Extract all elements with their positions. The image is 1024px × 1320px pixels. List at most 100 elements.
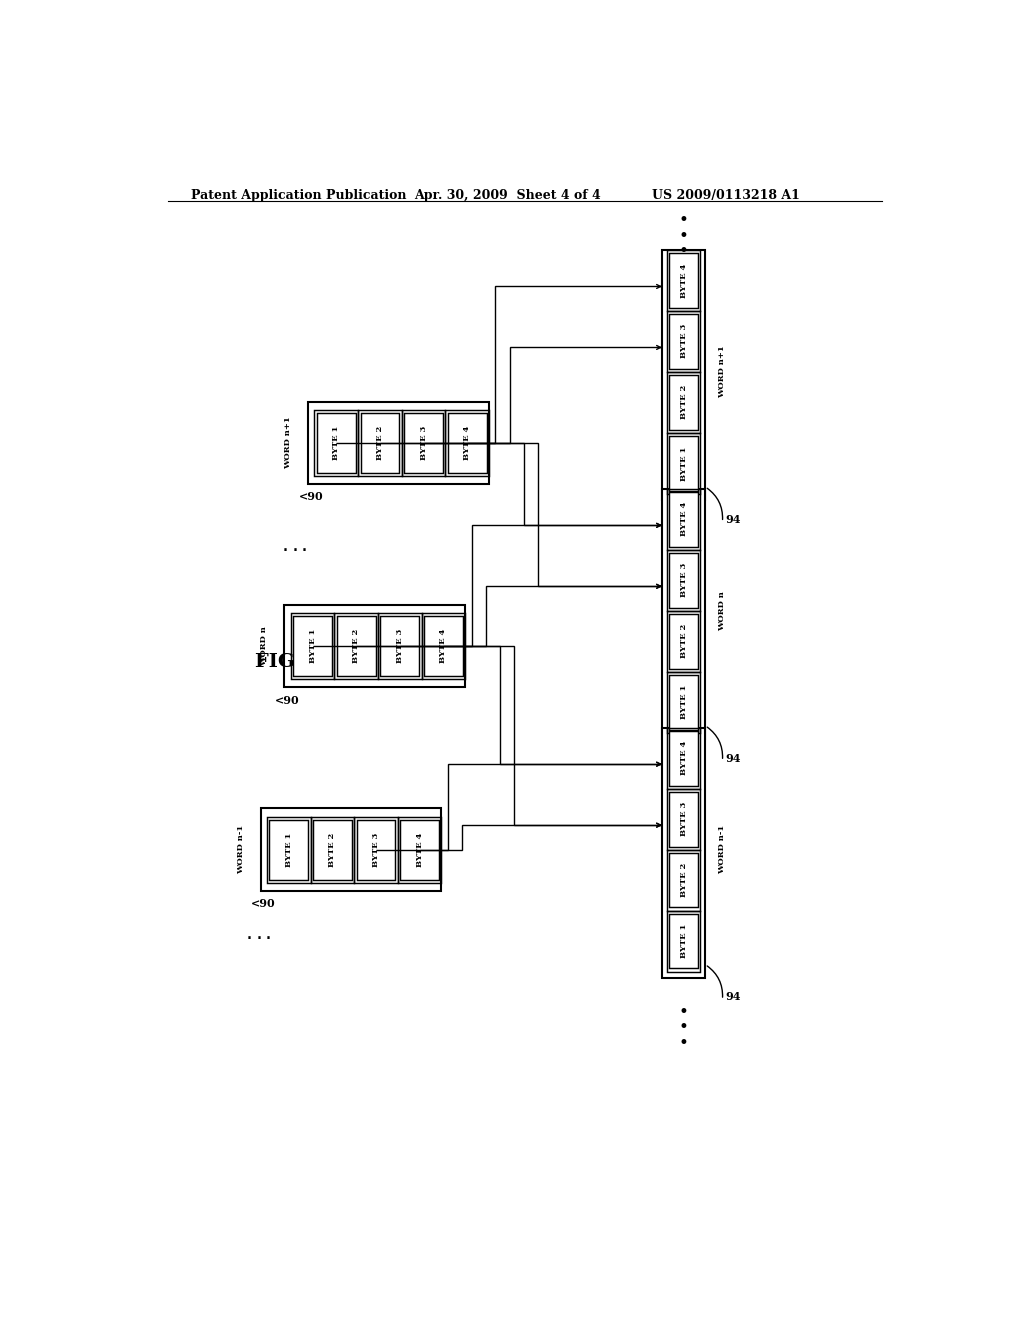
Text: WORD n: WORD n bbox=[260, 626, 268, 667]
Bar bbox=[667, 249, 700, 312]
Text: BYTE 1: BYTE 1 bbox=[333, 426, 340, 461]
Text: BYTE 2: BYTE 2 bbox=[680, 863, 687, 898]
Bar bbox=[285, 605, 465, 688]
Bar bbox=[667, 672, 700, 733]
Bar bbox=[670, 792, 697, 846]
Text: BYTE 2: BYTE 2 bbox=[329, 833, 336, 867]
Bar bbox=[308, 401, 489, 484]
Text: BYTE 4: BYTE 4 bbox=[680, 263, 687, 297]
Bar bbox=[356, 820, 395, 879]
Text: 94: 94 bbox=[726, 752, 741, 763]
Bar bbox=[313, 820, 352, 879]
Bar bbox=[293, 616, 332, 676]
Text: •: • bbox=[679, 1003, 688, 1022]
Bar bbox=[670, 614, 697, 669]
Text: .: . bbox=[265, 924, 272, 944]
Bar bbox=[663, 249, 705, 500]
Text: WORD n+1: WORD n+1 bbox=[285, 417, 292, 470]
Text: BYTE 1: BYTE 1 bbox=[680, 924, 687, 958]
Bar bbox=[267, 817, 310, 883]
Bar bbox=[667, 488, 700, 549]
Bar bbox=[670, 492, 697, 546]
Bar bbox=[667, 727, 700, 788]
Text: BYTE 4: BYTE 4 bbox=[416, 833, 424, 867]
Text: Apr. 30, 2009  Sheet 4 of 4: Apr. 30, 2009 Sheet 4 of 4 bbox=[414, 189, 600, 202]
Text: WORD n: WORD n bbox=[719, 591, 726, 631]
Bar bbox=[358, 411, 401, 477]
Text: BYTE 3: BYTE 3 bbox=[420, 426, 428, 461]
Bar bbox=[670, 375, 697, 430]
Text: BYTE 4: BYTE 4 bbox=[439, 630, 447, 664]
Text: BYTE 3: BYTE 3 bbox=[396, 630, 403, 664]
Bar bbox=[397, 817, 441, 883]
Text: .: . bbox=[282, 535, 289, 554]
Text: •: • bbox=[679, 242, 688, 260]
Bar bbox=[663, 488, 705, 739]
Text: BYTE 1: BYTE 1 bbox=[285, 833, 293, 867]
Text: BYTE 3: BYTE 3 bbox=[680, 803, 687, 836]
Text: •: • bbox=[679, 1034, 688, 1052]
Text: WORD n-1: WORD n-1 bbox=[719, 825, 726, 874]
Bar bbox=[667, 433, 700, 494]
Text: <90: <90 bbox=[251, 898, 275, 909]
Text: Patent Application Publication: Patent Application Publication bbox=[191, 189, 407, 202]
Bar bbox=[401, 411, 445, 477]
Bar bbox=[380, 616, 419, 676]
Bar bbox=[424, 616, 463, 676]
Bar bbox=[670, 553, 697, 607]
Bar bbox=[291, 614, 334, 680]
Bar bbox=[670, 253, 697, 308]
Text: BYTE 4: BYTE 4 bbox=[463, 426, 471, 461]
Bar bbox=[670, 675, 697, 730]
Bar bbox=[667, 788, 700, 850]
Bar bbox=[334, 614, 378, 680]
Bar bbox=[663, 727, 705, 978]
Text: BYTE 3: BYTE 3 bbox=[372, 833, 380, 867]
Text: FIG. 4: FIG. 4 bbox=[255, 652, 321, 671]
Bar bbox=[354, 817, 398, 883]
Text: BYTE 1: BYTE 1 bbox=[680, 685, 687, 719]
Bar bbox=[337, 616, 376, 676]
Text: WORD n-1: WORD n-1 bbox=[237, 825, 245, 874]
Text: BYTE 1: BYTE 1 bbox=[680, 446, 687, 480]
Text: .: . bbox=[291, 535, 298, 554]
Text: 94: 94 bbox=[726, 513, 741, 525]
Bar bbox=[670, 913, 697, 969]
Text: WORD n+1: WORD n+1 bbox=[719, 346, 726, 399]
Bar bbox=[667, 372, 700, 433]
Bar bbox=[445, 411, 489, 477]
Text: •: • bbox=[679, 211, 688, 230]
Text: 94: 94 bbox=[726, 991, 741, 1002]
Bar bbox=[400, 820, 439, 879]
Text: BYTE 4: BYTE 4 bbox=[680, 741, 687, 775]
Bar bbox=[667, 549, 700, 611]
Bar bbox=[667, 312, 700, 372]
Bar bbox=[269, 820, 308, 879]
Bar bbox=[378, 614, 422, 680]
Text: US 2009/0113218 A1: US 2009/0113218 A1 bbox=[652, 189, 800, 202]
Text: •: • bbox=[679, 227, 688, 244]
Bar bbox=[670, 314, 697, 368]
Bar bbox=[314, 411, 358, 477]
Text: BYTE 1: BYTE 1 bbox=[308, 630, 316, 664]
Text: BYTE 2: BYTE 2 bbox=[376, 426, 384, 461]
Text: BYTE 3: BYTE 3 bbox=[680, 325, 687, 359]
Text: BYTE 3: BYTE 3 bbox=[680, 564, 687, 598]
Text: BYTE 2: BYTE 2 bbox=[680, 385, 687, 420]
Bar bbox=[670, 853, 697, 907]
Text: .: . bbox=[301, 535, 307, 554]
Bar bbox=[260, 808, 441, 891]
Text: BYTE 4: BYTE 4 bbox=[680, 502, 687, 536]
Text: BYTE 2: BYTE 2 bbox=[680, 624, 687, 659]
Text: BYTE 2: BYTE 2 bbox=[352, 630, 360, 664]
Bar bbox=[316, 413, 355, 473]
Bar bbox=[667, 911, 700, 972]
Bar bbox=[670, 731, 697, 785]
Bar bbox=[667, 611, 700, 672]
Text: .: . bbox=[255, 924, 262, 944]
Text: .: . bbox=[246, 924, 253, 944]
Text: •: • bbox=[679, 1019, 688, 1036]
Text: <90: <90 bbox=[299, 491, 324, 503]
Bar bbox=[310, 817, 354, 883]
Bar bbox=[667, 850, 700, 911]
